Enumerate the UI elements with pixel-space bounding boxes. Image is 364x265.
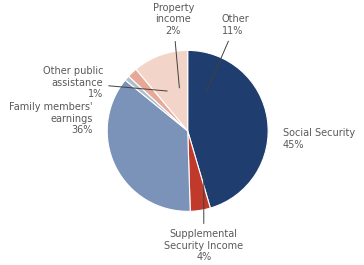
Text: Supplemental
Security Income
4%: Supplemental Security Income 4% (164, 171, 244, 262)
Wedge shape (188, 50, 268, 208)
Wedge shape (125, 76, 188, 131)
Text: Other public
assistance
1%: Other public assistance 1% (43, 66, 167, 99)
Text: Social Security
45%: Social Security 45% (283, 128, 355, 150)
Wedge shape (107, 80, 190, 211)
Text: Family members'
earnings
36%: Family members' earnings 36% (9, 102, 93, 135)
Text: Property
income
2%: Property income 2% (153, 3, 194, 88)
Wedge shape (128, 69, 188, 131)
Wedge shape (188, 131, 210, 211)
Text: Other
11%: Other 11% (206, 14, 249, 92)
Wedge shape (136, 50, 188, 131)
